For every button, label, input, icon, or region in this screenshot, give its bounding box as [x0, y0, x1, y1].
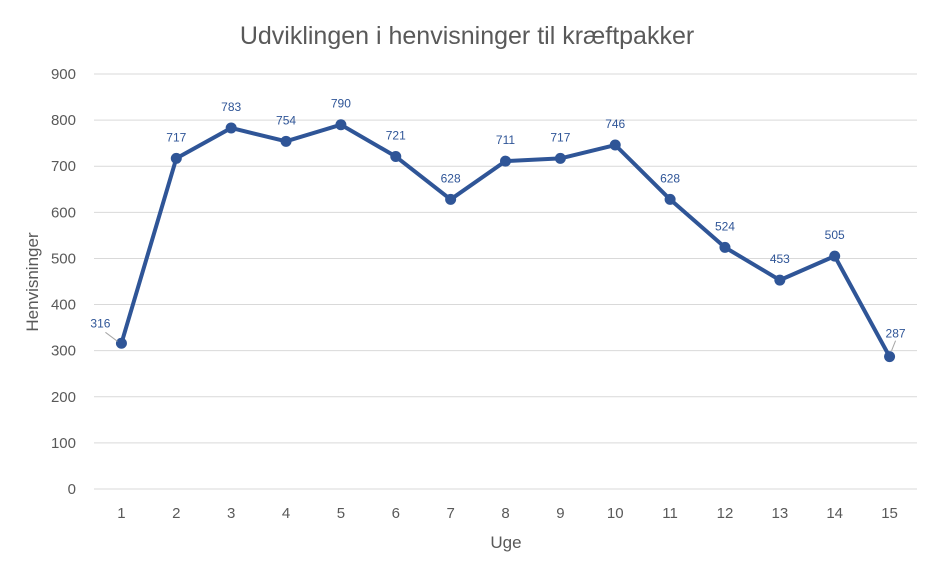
- y-tick-label: 300: [51, 343, 76, 360]
- x-tick-label: 10: [607, 505, 624, 522]
- chart-title: Udviklingen i henvisninger til kræftpakk…: [240, 22, 694, 50]
- leader-line: [105, 331, 118, 342]
- gridlines: [94, 73, 917, 490]
- data-point: [170, 152, 182, 164]
- x-axis-ticks: 1 2 3 4 5 6 7 8 9 10 11 12 13 14 15: [117, 505, 898, 522]
- data-point: [609, 139, 621, 151]
- x-tick-label: 14: [826, 505, 843, 522]
- data-label: 754: [276, 113, 296, 127]
- x-tick-label: 1: [117, 505, 125, 522]
- x-tick-label: 6: [392, 505, 400, 522]
- data-label: 721: [386, 129, 406, 143]
- data-point: [719, 241, 731, 253]
- data-label: 628: [441, 171, 461, 185]
- data-label: 746: [605, 117, 625, 131]
- x-tick-label: 5: [337, 505, 345, 522]
- data-point: [554, 152, 566, 164]
- x-tick-label: 9: [556, 505, 564, 522]
- y-tick-label: 0: [68, 481, 76, 498]
- data-point: [280, 135, 292, 147]
- data-label: 453: [770, 252, 790, 266]
- data-label: 711: [496, 133, 515, 147]
- y-tick-label: 700: [51, 158, 76, 175]
- data-label: 717: [550, 130, 570, 144]
- data-label: 316: [90, 316, 110, 330]
- data-point: [664, 193, 676, 205]
- y-axis-title: Henvisninger: [23, 232, 42, 332]
- data-point: [500, 155, 511, 167]
- y-tick-label: 200: [51, 389, 76, 406]
- data-point: [884, 351, 896, 363]
- x-tick-label: 3: [227, 505, 235, 522]
- y-tick-label: 900: [51, 66, 76, 83]
- data-label: 524: [715, 219, 735, 233]
- data-label: 505: [825, 228, 845, 242]
- data-point: [390, 151, 402, 163]
- x-tick-label: 15: [881, 505, 898, 522]
- x-tick-label: 12: [717, 505, 734, 522]
- x-tick-label: 7: [446, 505, 454, 522]
- x-tick-label: 13: [771, 505, 788, 522]
- y-tick-label: 400: [51, 297, 76, 314]
- x-tick-label: 8: [501, 505, 509, 522]
- y-tick-label: 600: [51, 204, 76, 221]
- leader-line: [891, 340, 897, 351]
- x-axis-title: Uge: [490, 533, 521, 552]
- data-label: 717: [166, 130, 186, 144]
- data-point: [774, 274, 786, 286]
- data-point: [445, 193, 457, 205]
- x-tick-label: 11: [662, 505, 678, 522]
- y-tick-label: 800: [51, 112, 76, 129]
- y-tick-label: 500: [51, 250, 76, 267]
- data-label: 783: [221, 100, 241, 114]
- x-tick-label: 2: [172, 505, 180, 522]
- data-point: [225, 122, 237, 134]
- data-point: [335, 119, 347, 131]
- series-group: [115, 119, 896, 363]
- x-tick-label: 4: [282, 505, 290, 522]
- data-label: 287: [886, 327, 906, 341]
- data-point: [115, 337, 127, 349]
- data-label: 628: [660, 171, 680, 185]
- data-label: 790: [331, 97, 351, 111]
- data-point: [829, 250, 841, 262]
- y-tick-label: 100: [51, 435, 76, 452]
- y-axis-ticks: 0 100 200 300 400 500 600 700 800 900: [51, 66, 76, 498]
- data-labels: 316 717 783 754 790 721 628 711 717 746 628 524 453 5…: [90, 97, 906, 351]
